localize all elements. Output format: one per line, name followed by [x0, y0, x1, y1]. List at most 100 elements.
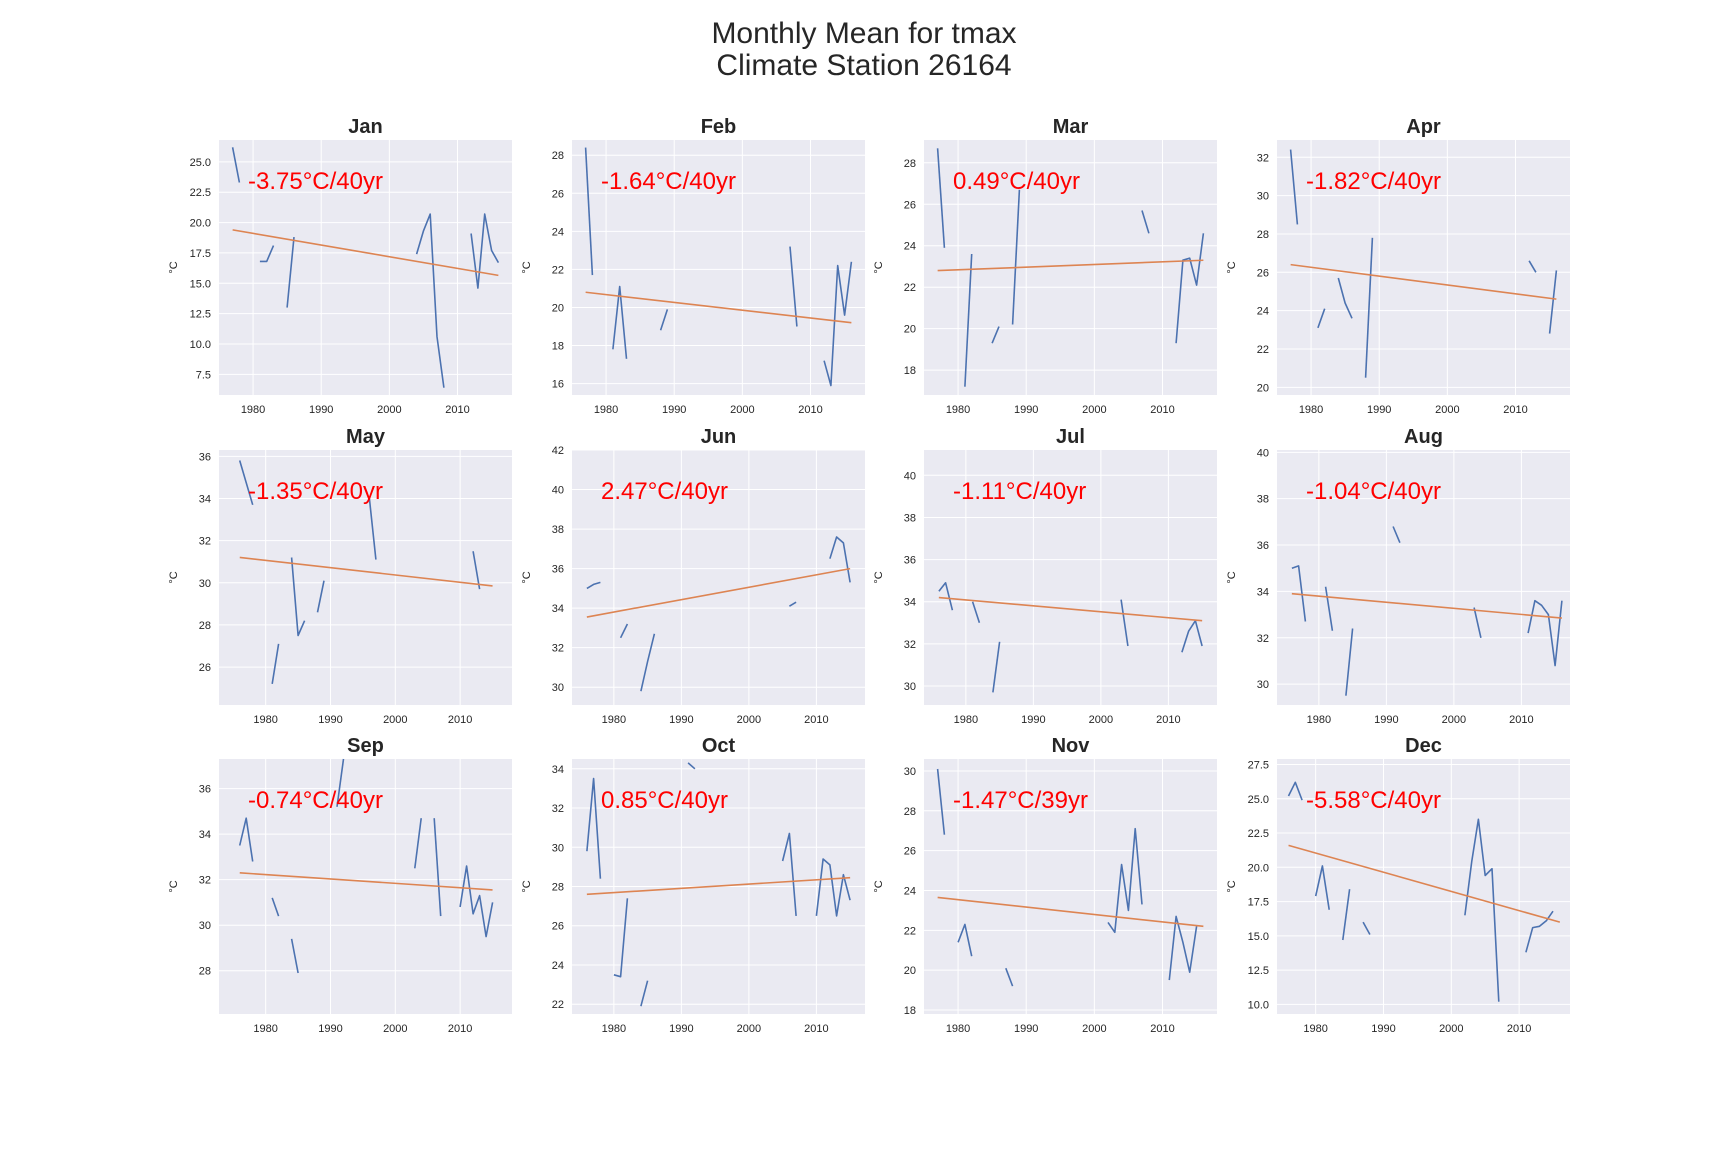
- x-tick-label: 2010: [804, 714, 828, 726]
- data-series-segment: [1527, 599, 1563, 667]
- y-tick-label: 26: [199, 662, 211, 674]
- y-tick-label: 30: [199, 578, 211, 590]
- data-series-segment: [659, 309, 669, 331]
- y-tick-label: 30: [904, 766, 916, 778]
- data-series-segment: [238, 460, 254, 506]
- y-axis-label: °C: [1226, 571, 1238, 583]
- y-tick-label: 22: [904, 282, 916, 294]
- x-tick-label: 1980: [602, 714, 626, 726]
- data-series-segment: [586, 777, 602, 879]
- x-tick-label: 2000: [1435, 404, 1459, 416]
- y-axis-label: °C: [873, 880, 885, 892]
- y-tick-label: 26: [1257, 267, 1269, 279]
- subplot-mar: 1980 1990 2000 2010 18 20 22 24 26 28 Mar °C 0.49°C/…: [873, 116, 1217, 416]
- data-series-segment: [612, 285, 628, 359]
- trend-annotation: -1.04°C/40yr: [1306, 478, 1441, 505]
- y-tick-label: 24: [552, 226, 564, 238]
- trend-line: [585, 291, 852, 324]
- x-tick-label: 2000: [1442, 714, 1466, 726]
- y-tick-label: 42: [552, 445, 564, 457]
- x-tick-label: 1980: [1307, 714, 1331, 726]
- trend-line: [937, 896, 1204, 928]
- y-tick-label: 22: [904, 925, 916, 937]
- subplot-jun: 1980 1990 2000 2010 30 32 34 36 38 40 42 Jun °C 2.47°…: [521, 426, 865, 726]
- data-series-segment: [1345, 628, 1354, 696]
- y-tick-label: 38: [904, 512, 916, 524]
- data-series-segment: [1528, 260, 1537, 273]
- data-series-segment: [316, 580, 325, 613]
- y-tick-label: 20: [1257, 382, 1269, 394]
- data-series-segment: [971, 601, 981, 624]
- subplot-title: Jul: [1056, 426, 1085, 448]
- y-tick-label: 28: [904, 158, 916, 170]
- plot-area: [219, 140, 512, 395]
- y-tick-label: 32: [199, 536, 211, 548]
- y-tick-label: 40: [1257, 447, 1269, 459]
- data-series-segment: [619, 623, 629, 639]
- data-series-segment: [470, 213, 500, 289]
- x-tick-label: 1980: [602, 1023, 626, 1035]
- data-series-segment: [1364, 237, 1374, 378]
- y-tick-label: 28: [1257, 229, 1269, 241]
- trend-line: [586, 876, 851, 896]
- x-tick-label: 1980: [253, 1023, 277, 1035]
- data-series-segment: [1141, 210, 1150, 234]
- subplot-feb: 1980 1990 2000 2010 16 18 20 22 24 26 28 Feb °C -1.64…: [521, 116, 865, 416]
- y-tick-label: 20.0: [190, 218, 211, 230]
- x-tick-label: 1990: [318, 714, 342, 726]
- trend-annotation: -0.74°C/40yr: [248, 787, 383, 814]
- y-tick-label: 36: [904, 555, 916, 567]
- y-tick-label: 30: [552, 842, 564, 854]
- y-tick-label: 10.0: [1248, 999, 1269, 1011]
- data-series-segment: [433, 818, 442, 917]
- subplot-sep: 1980 1990 2000 2010 28 30 32 34 36 Sep °C -0.74°C/4…: [168, 735, 512, 1035]
- subplot-title: Feb: [701, 116, 737, 138]
- trend-annotation: 2.47°C/40yr: [601, 478, 728, 505]
- x-tick-label: 2000: [383, 1023, 407, 1035]
- data-series-segment: [991, 326, 1000, 344]
- y-tick-label: 20.0: [1248, 862, 1269, 874]
- x-tick-label: 1990: [669, 1023, 693, 1035]
- data-series-segment: [823, 261, 853, 387]
- data-series-segment: [964, 253, 973, 387]
- y-tick-label: 32: [1257, 633, 1269, 645]
- y-tick-label: 24: [904, 885, 916, 897]
- subplot-title: Jan: [348, 116, 382, 138]
- y-tick-label: 34: [552, 764, 564, 776]
- y-tick-label: 32: [904, 639, 916, 651]
- trend-line: [937, 259, 1204, 272]
- subplot-title: Apr: [1406, 116, 1441, 138]
- x-tick-label: 1980: [946, 404, 970, 416]
- x-tick-label: 1990: [309, 404, 333, 416]
- x-tick-label: 1980: [594, 404, 618, 416]
- y-tick-label: 30: [552, 682, 564, 694]
- subplot-aug: 1980 1990 2000 2010 30 32 34 36 38 40 Aug °C -1.04°C…: [1226, 426, 1570, 726]
- y-tick-label: 18: [904, 365, 916, 377]
- x-tick-label: 2010: [1509, 714, 1533, 726]
- plot-area: [572, 140, 865, 395]
- y-tick-label: 26: [904, 846, 916, 858]
- y-tick-label: 12.5: [190, 309, 211, 321]
- data-series-segment: [1289, 149, 1299, 225]
- y-axis-label: °C: [873, 571, 885, 583]
- data-series-segment: [613, 898, 629, 978]
- trend-line: [239, 556, 493, 587]
- figure-title: Monthly Mean for tmax Climate Station 26…: [0, 18, 1728, 82]
- data-series-segment: [368, 498, 377, 560]
- data-series-segment: [789, 246, 798, 327]
- trend-annotation: -1.11°C/40yr: [953, 478, 1086, 505]
- data-series-segment: [815, 858, 851, 917]
- data-series-segment: [829, 536, 851, 583]
- trend-line: [239, 872, 493, 891]
- trend-annotation: 0.85°C/40yr: [601, 787, 728, 814]
- y-tick-label: 22: [552, 999, 564, 1011]
- data-series-segment: [414, 818, 422, 869]
- data-series-segment: [1120, 599, 1129, 647]
- y-tick-label: 28: [199, 620, 211, 632]
- x-tick-label: 1990: [1374, 714, 1398, 726]
- y-axis-label: °C: [168, 261, 180, 273]
- x-tick-label: 2010: [1150, 404, 1174, 416]
- data-series-segment: [586, 581, 601, 590]
- plot-area: [219, 450, 512, 705]
- data-series-segment: [1337, 277, 1353, 319]
